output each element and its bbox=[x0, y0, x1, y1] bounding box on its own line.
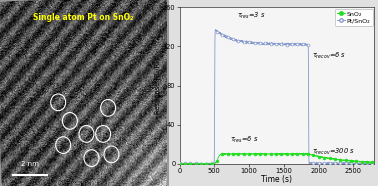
Text: $\tau_{res}$=6 s: $\tau_{res}$=6 s bbox=[230, 135, 259, 145]
Text: 2 nm: 2 nm bbox=[21, 161, 39, 167]
Legend: SnO₂, Pt/SnO₂: SnO₂, Pt/SnO₂ bbox=[335, 9, 373, 26]
Text: Single atom Pt on SnO₂: Single atom Pt on SnO₂ bbox=[33, 13, 133, 22]
Y-axis label: Response (R₀/Rₒ): Response (R₀/Rₒ) bbox=[155, 57, 161, 114]
Text: $\tau_{recov}$=300 s: $\tau_{recov}$=300 s bbox=[311, 147, 354, 157]
X-axis label: Time (s): Time (s) bbox=[261, 175, 293, 184]
Text: $\tau_{recov}$=6 s: $\tau_{recov}$=6 s bbox=[311, 51, 346, 61]
Text: $\tau_{res}$=3 s: $\tau_{res}$=3 s bbox=[237, 11, 265, 21]
